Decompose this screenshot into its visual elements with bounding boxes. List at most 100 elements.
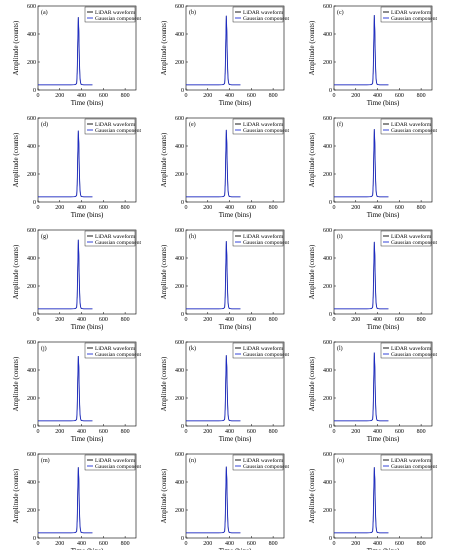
x-tick-label: 200 [203,93,212,99]
x-tick-label: 600 [99,541,108,547]
x-tick-label: 800 [269,541,278,547]
x-tick-label: 400 [225,317,234,323]
panel-label: (d) [41,121,48,128]
x-tick-label: 800 [121,317,130,323]
legend-box [84,6,136,23]
y-axis-label: Amplitude (counts) [12,20,20,75]
y-tick-label: 0 [329,536,332,542]
legend-box [232,118,284,135]
x-tick-label: 400 [77,317,86,323]
x-tick-label: 800 [121,541,130,547]
x-tick-label: 0 [185,541,188,547]
legend-label: LiDAR waveform [391,121,432,128]
legend-label: LiDAR waveform [243,233,284,240]
x-tick-label: 600 [395,429,404,435]
y-tick-label: 400 [323,32,332,38]
x-tick-label: 800 [417,429,426,435]
x-tick-label: 800 [269,317,278,323]
y-axis-label: Amplitude (counts) [308,356,316,411]
legend-label: Gaussian component [95,352,141,358]
legend-box [84,230,136,247]
legend-box [232,454,284,471]
x-tick-label: 800 [121,429,130,435]
x-axis-label: Time (bins) [367,99,400,107]
y-tick-label: 600 [27,228,36,234]
x-tick-label: 400 [373,205,382,211]
x-tick-label: 800 [417,317,426,323]
x-axis-label: Time (bins) [71,435,104,443]
x-tick-label: 0 [37,429,40,435]
y-tick-label: 600 [323,452,332,458]
legend-box [84,118,136,135]
x-axis-label: Time (bins) [219,323,252,331]
gaussian-component-line [38,355,93,422]
legend-label: LiDAR waveform [243,345,284,352]
x-tick-label: 800 [121,93,130,99]
y-tick-label: 400 [323,144,332,150]
legend-box [380,230,432,247]
x-tick-label: 400 [373,541,382,547]
x-axis-label: Time (bins) [219,435,252,443]
y-tick-label: 400 [27,480,36,486]
x-axis-label: Time (bins) [367,547,400,550]
y-tick-label: 0 [33,424,36,430]
panel-label: (b) [189,9,196,16]
legend-box [380,454,432,471]
x-tick-label: 0 [37,93,40,99]
x-axis-label: Time (bins) [367,211,400,219]
x-tick-label: 600 [247,429,256,435]
y-tick-label: 400 [175,368,184,374]
gaussian-component-line [334,467,389,534]
x-tick-label: 200 [203,317,212,323]
x-tick-label: 800 [417,541,426,547]
y-tick-label: 0 [33,312,36,318]
legend-box [380,342,432,359]
x-tick-label: 400 [225,429,234,435]
x-tick-label: 600 [99,317,108,323]
y-axis-label: Amplitude (counts) [12,468,20,523]
x-tick-label: 200 [55,93,64,99]
legend-label: LiDAR waveform [95,457,136,464]
y-axis-label: Amplitude (counts) [308,132,316,187]
y-tick-label: 600 [175,228,184,234]
x-tick-label: 600 [99,93,108,99]
legend-label: LiDAR waveform [391,233,432,240]
legend-label: LiDAR waveform [243,9,284,16]
y-tick-label: 200 [323,396,332,402]
y-tick-label: 600 [323,340,332,346]
y-tick-label: 200 [175,396,184,402]
y-tick-label: 600 [323,116,332,122]
y-axis-label: Amplitude (counts) [308,20,316,75]
x-tick-label: 0 [333,317,336,323]
y-axis-label: Amplitude (counts) [12,132,20,187]
y-tick-label: 200 [27,284,36,290]
x-tick-label: 400 [77,429,86,435]
x-tick-label: 0 [37,205,40,211]
y-tick-label: 400 [323,368,332,374]
x-tick-label: 0 [333,93,336,99]
x-tick-label: 400 [225,93,234,99]
y-tick-label: 400 [27,32,36,38]
x-tick-label: 200 [351,541,360,547]
legend-label: Gaussian component [391,128,437,134]
legend-label: Gaussian component [243,352,289,358]
legend-box [232,6,284,23]
legend-label: Gaussian component [95,128,141,134]
legend-box [380,6,432,23]
y-axis-label: Amplitude (counts) [12,356,20,411]
gaussian-component-line [334,15,389,86]
x-tick-label: 0 [333,429,336,435]
legend-label: Gaussian component [391,352,437,358]
legend-box [84,454,136,471]
x-axis-label: Time (bins) [367,435,400,443]
